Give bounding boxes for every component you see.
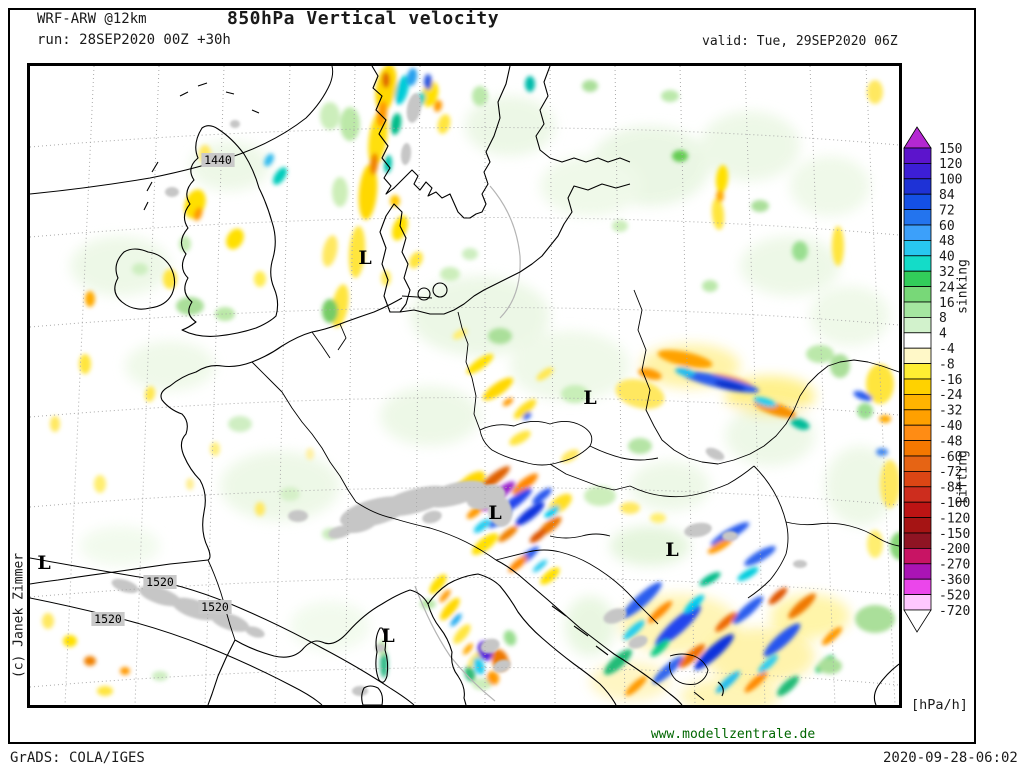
colorbar-cell — [903, 301, 932, 318]
colorbar-cell — [903, 240, 932, 257]
colorbar-tick-label: 60 — [939, 219, 955, 234]
height-label-box — [198, 600, 232, 614]
colorbar-cell — [903, 424, 932, 442]
lifting-label: lifting — [955, 450, 971, 505]
colorbar-tick-label: -72 — [939, 465, 962, 480]
website-watermark: www.modellzentrale.de — [650, 727, 816, 742]
colorbar-tick-label: -60 — [939, 450, 962, 465]
colorbar-cell — [903, 286, 932, 303]
colorbar-tick-label: 32 — [939, 265, 955, 280]
colorbar-cell — [903, 163, 932, 180]
colorbar-tick-label: 40 — [939, 250, 955, 265]
colorbar-cell — [903, 363, 932, 380]
valid-time: valid: Tue, 29SEP2020 06Z — [702, 34, 898, 49]
colorbar-tick-label: 8 — [939, 311, 947, 326]
colorbar-tick-label: -8 — [939, 357, 955, 372]
colorbar-cell — [903, 578, 932, 596]
colorbar-arrow-top — [903, 126, 932, 149]
height-label: 1520 — [146, 575, 174, 589]
colorbar-tick-label: -120 — [939, 511, 970, 526]
low-pressure-marker: L — [583, 387, 596, 409]
low-pressure-marker: L — [665, 539, 678, 561]
colorbar-cell — [903, 594, 932, 611]
colorbar-tick-label: -84 — [939, 481, 963, 496]
colorbar-tick-label: 24 — [939, 280, 955, 295]
copyright-text: (c) Janek Zimmer — [11, 552, 27, 679]
gray-height-contours — [414, 185, 521, 702]
colorbar-cell — [903, 332, 932, 349]
colorbar-cell — [903, 440, 932, 457]
height-label: 1520 — [94, 612, 122, 626]
colorbar-tick-label: -16 — [939, 373, 962, 388]
colorbar-tick-label: -24 — [939, 388, 963, 403]
height-label: 1520 — [201, 600, 229, 614]
colorbar-cell — [903, 455, 932, 472]
colorbar-cell — [903, 255, 932, 272]
low-pressure-marker: L — [381, 625, 394, 647]
height-label: 1440 — [204, 153, 232, 167]
run-time: run: 28SEP2020 00Z +30h — [37, 32, 231, 48]
map-canvas: L L L L L L 1440 1520 1520 1520 — [27, 63, 910, 714]
colorbar-tick-label: 150 — [939, 142, 962, 157]
colorbar-tick-label: -270 — [939, 558, 970, 573]
colorbar-tick-label: -40 — [939, 419, 962, 434]
colorbar-cell — [903, 147, 932, 164]
model-name: WRF-ARW @12km — [37, 11, 147, 27]
low-pressure-marker: L — [488, 502, 501, 524]
colorbar-tick-label: 48 — [939, 234, 955, 249]
page-title: 850hPa Vertical velocity — [227, 8, 500, 29]
colorbar-cell — [903, 517, 932, 534]
colorbar-tick-label: -360 — [939, 573, 970, 588]
colorbar-cell — [903, 316, 932, 334]
colorbar-cell — [903, 270, 932, 287]
height-label-box — [91, 612, 125, 626]
height-contours — [29, 65, 415, 706]
colorbar-cell — [903, 393, 932, 411]
lat-lon-grid — [29, 65, 900, 706]
low-pressure-marker: L — [37, 552, 50, 574]
country-borders — [207, 289, 900, 685]
grads-credit: GrADS: COLA/IGES — [10, 750, 145, 766]
colorbar-cell — [903, 501, 932, 519]
map-labels: L L L L L L 1440 1520 1520 1520 — [37, 153, 679, 647]
colorbar-tick-label: -200 — [939, 542, 970, 557]
coastlines — [29, 65, 900, 706]
colorbar-tick-label: 84 — [939, 188, 955, 203]
colorbar-tick-label: -150 — [939, 527, 970, 542]
colorbar-arrow-bottom — [903, 609, 932, 633]
colorbar-cell — [903, 178, 932, 195]
colorbar-unit: [hPa/h] — [911, 697, 968, 713]
colorbar: 150120100847260484032241684-4-8-16-24-32… — [903, 126, 970, 633]
velocity-streak-field — [42, 64, 910, 697]
colorbar-cell — [903, 470, 932, 488]
colorbar-tick-label: 72 — [939, 203, 955, 218]
colorbar-cell — [903, 209, 932, 226]
colorbar-cell — [903, 193, 932, 210]
colorbar-tick-label: -4 — [939, 342, 955, 357]
colorbar-cell — [903, 378, 932, 395]
sinking-label: sinking — [955, 259, 971, 314]
height-label-box — [143, 575, 177, 589]
colorbar-tick-label: 120 — [939, 157, 962, 172]
colorbar-cell — [903, 409, 932, 426]
page-frame — [8, 8, 976, 744]
colorbar-tick-label: -520 — [939, 588, 970, 603]
colorbar-cell — [903, 224, 932, 241]
low-pressure-marker: L — [358, 247, 371, 269]
colorbar-cell — [903, 486, 932, 503]
colorbar-cell — [903, 347, 932, 364]
creation-timestamp: 2020-09-28-06:02 — [883, 750, 1018, 766]
colorbar-cell — [903, 547, 932, 565]
colorbar-tick-label: -100 — [939, 496, 970, 511]
colorbar-tick-label: -32 — [939, 404, 962, 419]
colorbar-tick-label: 16 — [939, 296, 955, 311]
colorbar-cell — [903, 532, 932, 549]
height-label-box — [201, 153, 235, 167]
colorbar-cell — [903, 563, 932, 580]
colorbar-tick-label: 100 — [939, 173, 962, 188]
colorbar-tick-label: -720 — [939, 604, 970, 619]
colorbar-tick-label: -48 — [939, 434, 962, 449]
weather-map: L L L L L L 1440 1520 1520 1520 — [29, 64, 910, 714]
colorbar-tick-label: 4 — [939, 327, 947, 342]
